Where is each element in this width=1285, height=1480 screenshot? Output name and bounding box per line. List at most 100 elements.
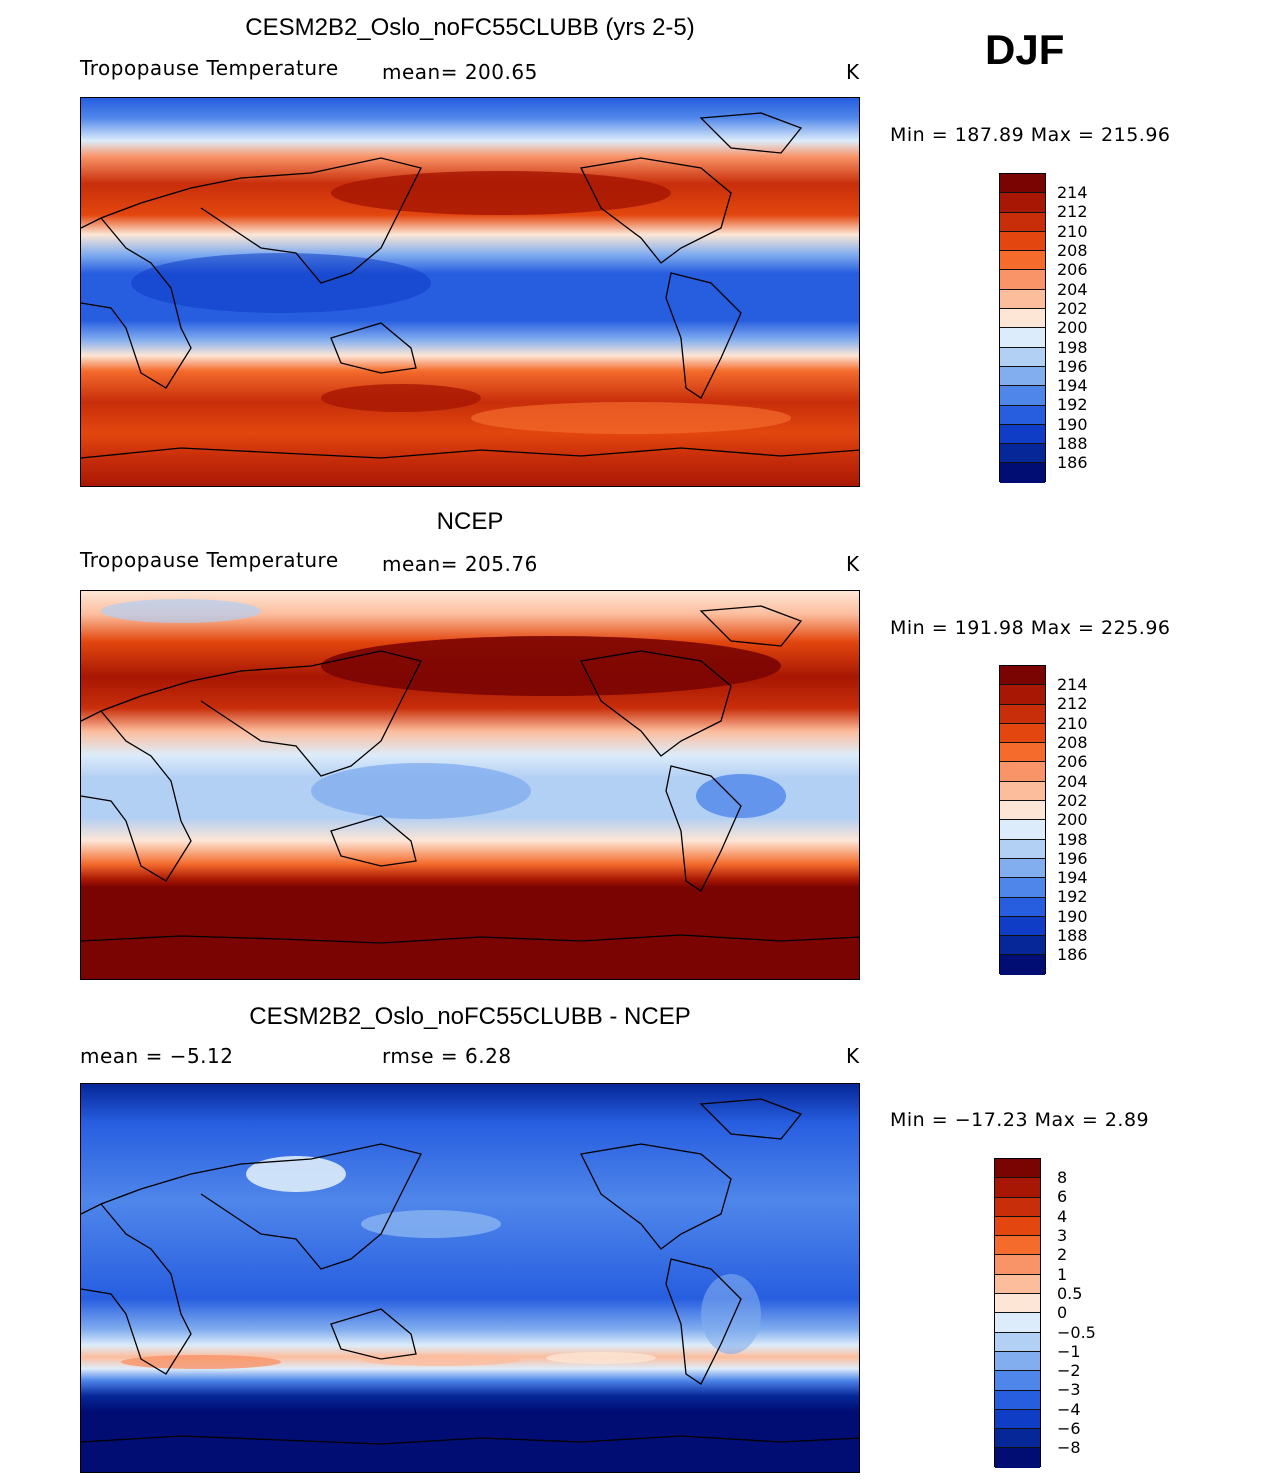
coastlines xyxy=(81,605,859,944)
mean-value: mean= 205.76 xyxy=(382,552,538,576)
colorbar-swatch xyxy=(995,1159,1040,1179)
colorbar-diff xyxy=(994,1158,1041,1468)
colorbar-tick-label: 200 xyxy=(1057,810,1088,830)
colorbar-swatch xyxy=(1000,685,1045,705)
colorbar-tick-label: 200 xyxy=(1057,318,1088,338)
colorbar-tick-label: 192 xyxy=(1057,395,1088,415)
units-label: K xyxy=(846,60,860,84)
season-label: DJF xyxy=(985,26,1065,73)
colorbar-swatch xyxy=(995,1448,1040,1468)
colorbar-swatch xyxy=(995,1409,1040,1430)
colorbar-tick-label: 212 xyxy=(1057,694,1088,714)
colorbar-swatch xyxy=(995,1351,1040,1372)
colorbar-tick-label: 2 xyxy=(1057,1245,1068,1265)
colorbar-swatch xyxy=(995,1216,1040,1237)
coastlines xyxy=(81,1098,859,1445)
colorbar-swatch xyxy=(1000,858,1045,879)
colorbar-tick-label: 1 xyxy=(1057,1264,1068,1284)
colorbar-obs xyxy=(999,665,1046,975)
colorbar-tick-label: 204 xyxy=(1057,771,1088,791)
colorbar-swatch xyxy=(1000,212,1045,232)
colorbar-tick-label: −1 xyxy=(1057,1341,1081,1361)
colorbar-tick-label: 190 xyxy=(1057,906,1088,926)
colorbar-swatch xyxy=(995,1274,1040,1295)
colorbar-swatch xyxy=(1000,916,1045,937)
colorbar-tick-label: 196 xyxy=(1057,356,1088,376)
map-model xyxy=(80,97,860,487)
minmax-readout: Min = −17.23 Max = 2.89 xyxy=(890,1109,1150,1131)
mean-value: mean= 200.65 xyxy=(382,60,538,84)
colorbar-swatch xyxy=(1000,174,1045,194)
map-obs-field xyxy=(81,591,859,979)
colorbar-model xyxy=(999,173,1046,483)
colorbar-swatch xyxy=(1000,704,1045,724)
panel-title: CESM2B2_Oslo_noFC55CLUBB (yrs 2-5) xyxy=(245,14,695,41)
colorbar-tick-label: 186 xyxy=(1057,453,1088,473)
colorbar-swatch xyxy=(1000,386,1045,406)
colorbar-tick-label: −6 xyxy=(1057,1419,1081,1439)
colorbar-swatch xyxy=(1000,309,1045,329)
colorbar-tick-label: −0.5 xyxy=(1057,1322,1096,1342)
panel-title: CESM2B2_Oslo_noFC55CLUBB - NCEP xyxy=(249,1003,691,1030)
colorbar-swatch xyxy=(995,1429,1040,1449)
colorbar-swatch xyxy=(1000,801,1045,821)
colorbar-tick-label: 4 xyxy=(1057,1206,1068,1226)
colorbar-swatch xyxy=(1000,839,1045,859)
colorbar-tick-label: 210 xyxy=(1057,713,1088,733)
map-obs xyxy=(80,590,860,980)
map-diff-field xyxy=(81,1084,859,1472)
colorbar-tick-label: −8 xyxy=(1057,1438,1081,1458)
colorbar-tick-label: 0 xyxy=(1057,1303,1068,1323)
variable-label: Tropopause Temperature xyxy=(80,56,339,80)
colorbar-swatch xyxy=(1000,955,1045,975)
colorbar-swatch xyxy=(995,1332,1040,1352)
map-diff xyxy=(80,1083,860,1473)
colorbar-tick-label: 194 xyxy=(1057,868,1088,888)
colorbar-swatch xyxy=(1000,405,1045,425)
colorbar-swatch xyxy=(1000,666,1045,686)
colorbar-swatch xyxy=(1000,936,1045,956)
mean-value: mean = −5.12 xyxy=(80,1044,234,1068)
colorbar-swatch xyxy=(1000,723,1045,744)
colorbar-tick-label: 8 xyxy=(1057,1168,1068,1187)
colorbar-tick-label: 198 xyxy=(1057,829,1088,849)
colorbar-swatch xyxy=(1000,251,1045,271)
minmax-readout: Min = 191.98 Max = 225.96 xyxy=(890,617,1171,639)
colorbar-swatch xyxy=(1000,270,1045,290)
colorbar-tick-label: 214 xyxy=(1057,675,1088,694)
colorbar-swatch xyxy=(1000,820,1045,840)
colorbar-swatch xyxy=(995,1390,1040,1410)
colorbar-tick-label: 202 xyxy=(1057,298,1088,318)
colorbar-swatch xyxy=(995,1294,1040,1314)
colorbar-tick-label: 6 xyxy=(1057,1187,1068,1207)
colorbar-tick-label: 192 xyxy=(1057,887,1088,907)
colorbar-swatch xyxy=(1000,762,1045,782)
colorbar-tick-label: 3 xyxy=(1057,1225,1068,1245)
units-label: K xyxy=(846,1044,860,1068)
colorbar-tick-label: −3 xyxy=(1057,1380,1081,1400)
colorbar-swatch xyxy=(995,1313,1040,1333)
colorbar-tick-label: 208 xyxy=(1057,240,1088,260)
colorbar-tick-label: −2 xyxy=(1057,1361,1081,1381)
colorbar-tick-label: 190 xyxy=(1057,414,1088,434)
colorbar-tick-label: 206 xyxy=(1057,260,1088,280)
colorbar-swatch xyxy=(1000,231,1045,252)
panel-title: NCEP xyxy=(436,508,504,535)
colorbar-swatch xyxy=(1000,878,1045,898)
minmax-readout: Min = 187.89 Max = 215.96 xyxy=(890,124,1171,146)
colorbar-tick-label: 188 xyxy=(1057,434,1088,454)
colorbar-swatch xyxy=(1000,366,1045,387)
colorbar-swatch xyxy=(1000,781,1045,802)
colorbar-tick-label: 202 xyxy=(1057,790,1088,810)
colorbar-swatch xyxy=(1000,289,1045,310)
colorbar-tick-label: 194 xyxy=(1057,376,1088,396)
colorbar-tick-label: −4 xyxy=(1057,1399,1081,1419)
variable-label: Tropopause Temperature xyxy=(80,548,339,572)
colorbar-swatch xyxy=(1000,328,1045,348)
units-label: K xyxy=(846,552,860,576)
colorbar-swatch xyxy=(1000,463,1045,483)
coastlines xyxy=(81,112,859,459)
colorbar-swatch xyxy=(1000,347,1045,367)
colorbar-tick-label: 186 xyxy=(1057,945,1088,965)
colorbar-tick-label: 212 xyxy=(1057,202,1088,222)
